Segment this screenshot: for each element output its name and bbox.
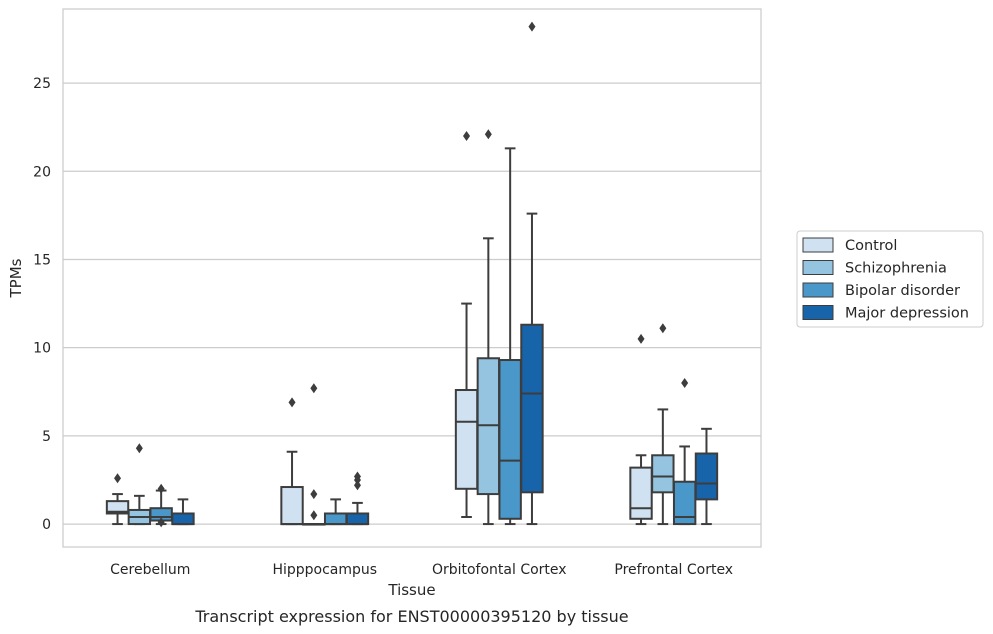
x-axis-ticks: Cerebellum Hipppocampus Orbitofontal Corte… <box>110 562 733 578</box>
legend-frame <box>796 230 984 328</box>
legend-swatch <box>802 237 834 253</box>
boxes <box>105 21 719 528</box>
legend-label: Schizophrenia <box>845 261 947 277</box>
outlier-point <box>659 323 667 334</box>
outlier-point <box>310 489 318 500</box>
legend-swatch <box>802 282 834 298</box>
y-tick-label: 5 <box>42 429 51 445</box>
x-tick-label: Orbitofontal Cortex <box>432 562 567 578</box>
outlier-point <box>463 131 471 142</box>
iqr-box <box>454 389 479 490</box>
outlier-point <box>288 397 296 408</box>
box-group <box>302 383 326 526</box>
y-axis-label: TPMs <box>7 258 25 298</box>
iqr-box <box>629 466 653 520</box>
outlier-point <box>310 510 318 521</box>
box-group <box>629 333 653 526</box>
outlier-point <box>637 333 645 344</box>
x-tick-label: Prefrontal Cortex <box>614 562 733 578</box>
outlier-point <box>681 377 689 388</box>
iqr-box <box>672 480 697 526</box>
outlier-point <box>484 129 492 140</box>
y-tick-label: 20 <box>33 164 51 180</box>
outlier-point <box>157 517 165 528</box>
outlier-point <box>157 483 165 494</box>
box-group <box>454 131 479 519</box>
iqr-box <box>171 512 195 526</box>
outlier-point <box>135 443 143 454</box>
box-group <box>498 147 522 526</box>
x-tick-label: Cerebellum <box>110 562 190 578</box>
box-group <box>672 377 697 526</box>
legend-swatch <box>802 305 834 320</box>
box-group <box>694 427 719 526</box>
box-group <box>476 129 501 526</box>
legend-label: Control <box>845 238 897 254</box>
y-tick-label: 15 <box>33 252 51 268</box>
outlier-point <box>353 471 361 482</box>
outlier-point <box>528 21 536 32</box>
legend-swatch <box>802 260 834 275</box>
box-group <box>280 397 304 526</box>
box-group <box>520 21 544 526</box>
iqr-box <box>323 512 348 526</box>
legend-label: Major depression <box>845 306 969 322</box>
y-tick-label: 0 <box>42 517 51 533</box>
outlier-point <box>310 383 318 394</box>
iqr-box <box>498 359 522 520</box>
iqr-box <box>345 512 370 526</box>
iqr-box <box>694 452 719 501</box>
box-group <box>127 443 152 526</box>
legend: Control Schizophrenia Bipolar disorder Majo… <box>796 230 984 328</box>
x-axis-label: Tissue <box>387 581 435 599</box>
iqr-box <box>280 486 304 526</box>
iqr-box <box>520 323 544 494</box>
iqr-box <box>651 454 675 494</box>
y-tick-label: 25 <box>33 76 51 92</box>
x-tick-label: Hipppocampus <box>272 562 377 578</box>
y-tick-label: 10 <box>33 341 51 357</box>
legend-label: Bipolar disorder <box>845 283 960 299</box>
box-group <box>651 323 675 526</box>
box-group <box>345 471 370 526</box>
plot-area-frame <box>62 8 762 548</box>
chart-caption: Transcript expression for ENST0000039512… <box>194 607 628 626</box>
box-group <box>149 483 173 528</box>
outlier-point <box>353 480 361 491</box>
box-group <box>323 498 348 526</box>
outlier-point <box>114 473 122 484</box>
box-group <box>105 473 130 526</box>
iqr-box <box>105 500 130 515</box>
y-axis-ticks: 0 5 10 15 20 25 <box>33 76 51 533</box>
box-group <box>171 498 195 526</box>
